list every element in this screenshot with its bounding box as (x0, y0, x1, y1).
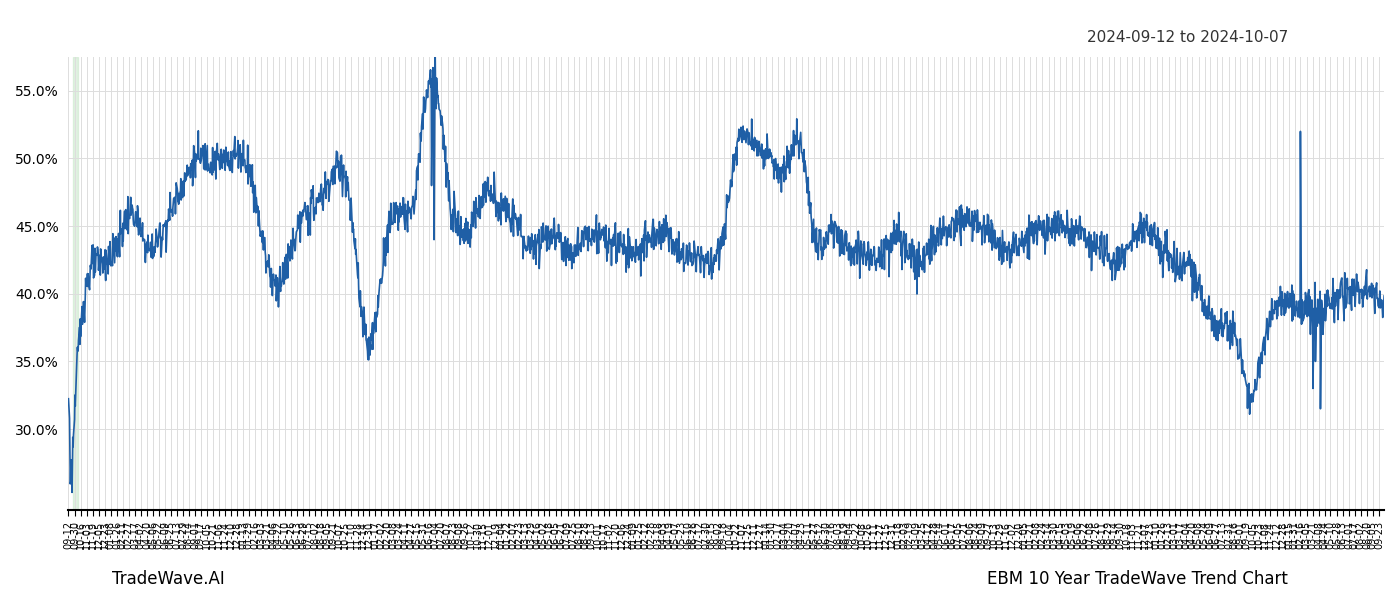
Text: 2024-09-12 to 2024-10-07: 2024-09-12 to 2024-10-07 (1086, 30, 1288, 45)
Text: TradeWave.AI: TradeWave.AI (112, 570, 225, 588)
Text: EBM 10 Year TradeWave Trend Chart: EBM 10 Year TradeWave Trend Chart (987, 570, 1288, 588)
Bar (73, 57, 78, 510)
